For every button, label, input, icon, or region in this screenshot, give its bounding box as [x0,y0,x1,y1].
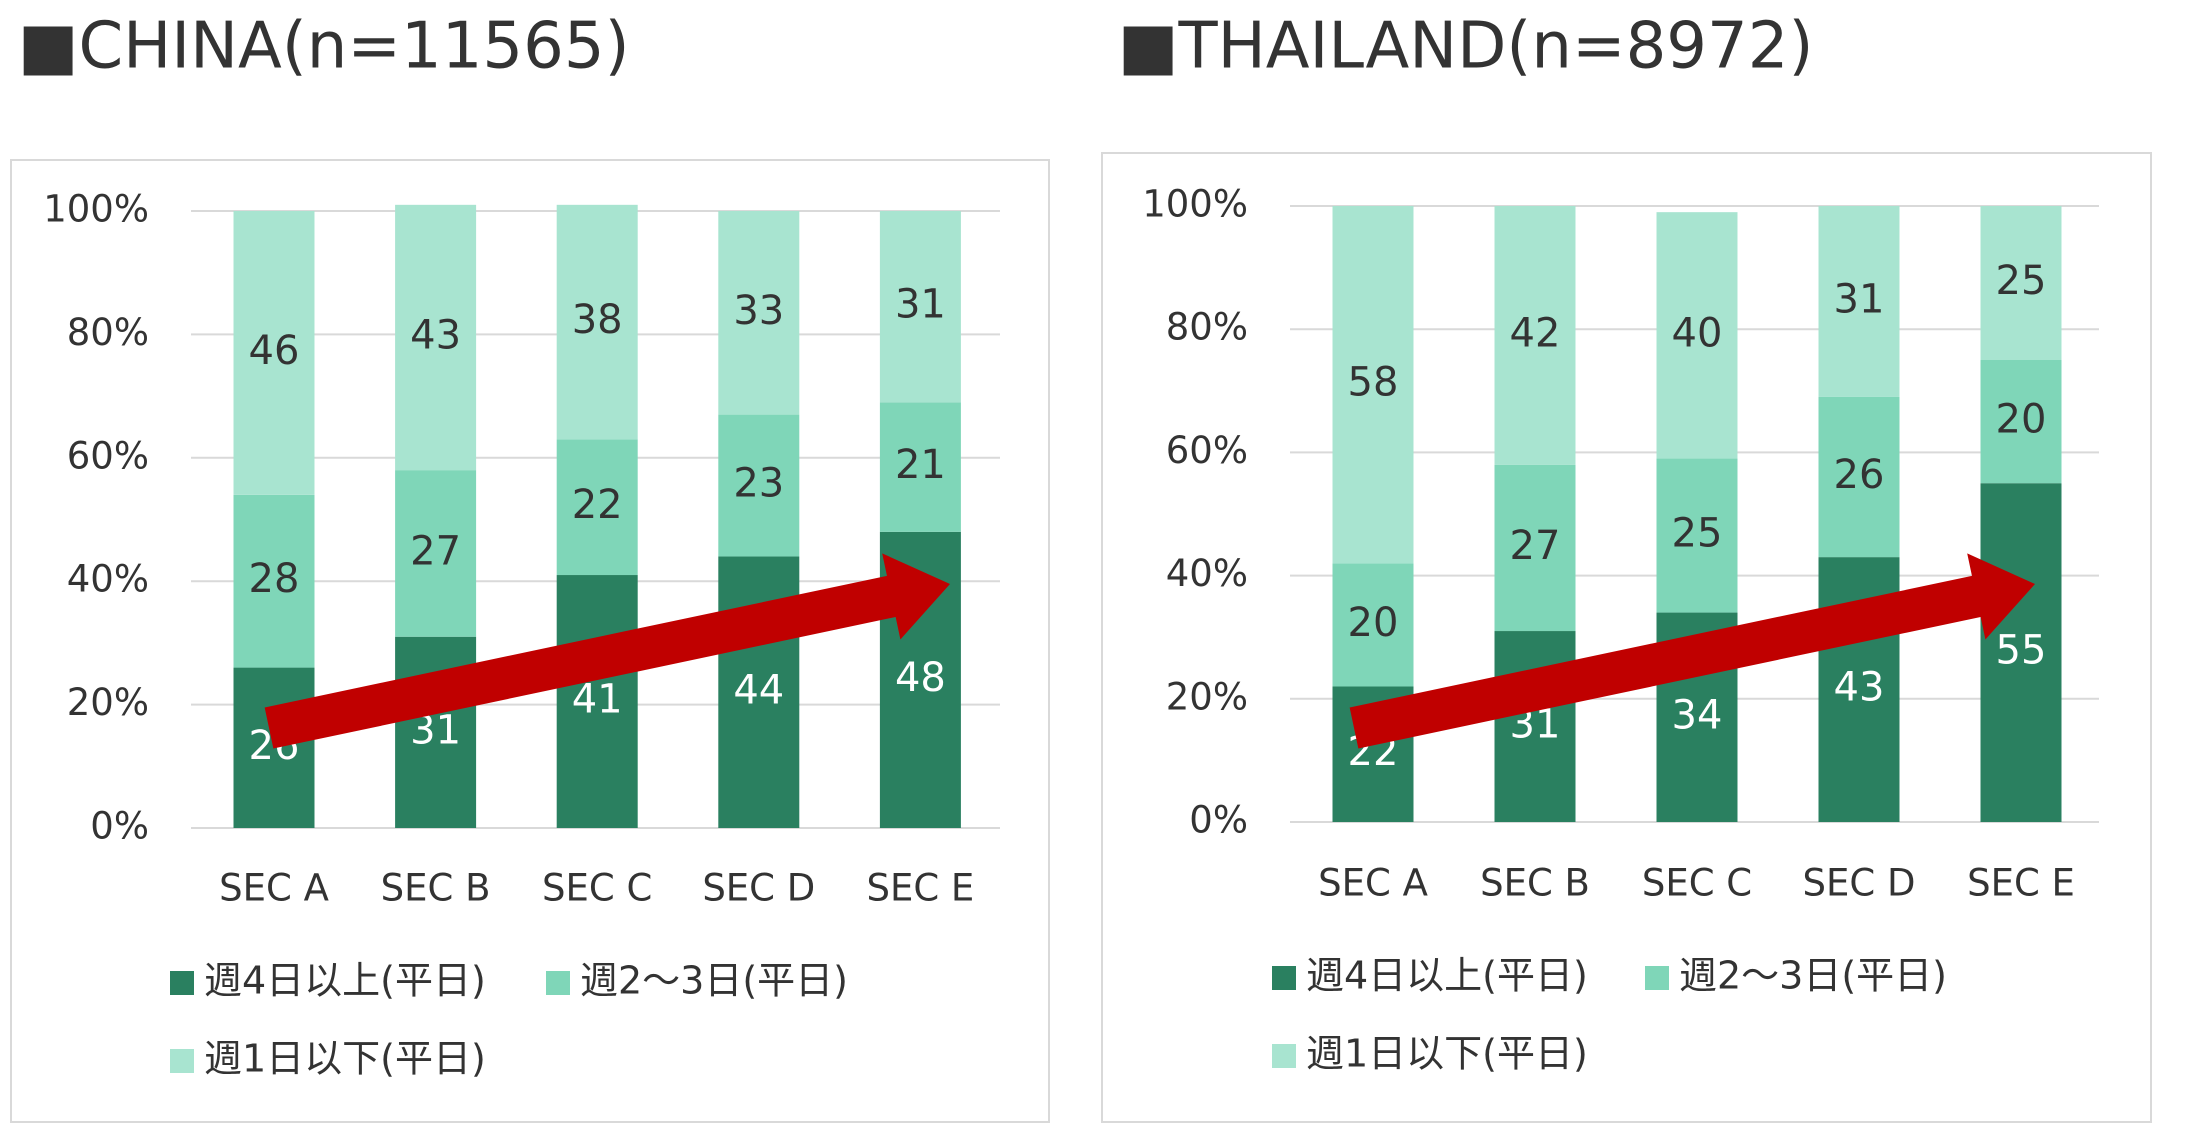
y-tick-label: 0% [90,805,149,848]
data-label: 33 [733,288,784,334]
bar-segment [718,211,800,415]
x-tick-label: SEC B [1480,862,1590,905]
x-tick-label: SEC C [542,867,652,910]
legend-label: 週4日以上(平日) [1306,954,1588,998]
y-tick-label: 60% [1166,429,1248,472]
bar-segment [556,575,638,828]
bar-segment [1494,464,1576,632]
legend-swatch [170,971,194,995]
bar-segment [1332,563,1414,687]
data-label: 58 [1348,360,1399,406]
data-label: 43 [410,312,461,358]
data-label: 21 [895,442,946,488]
legend-swatch [170,1049,194,1073]
data-label: 40 [1672,310,1723,356]
data-label: 28 [249,556,300,602]
chart-title: ■CHINA(n=11565) [18,10,630,84]
y-tick-label: 80% [67,311,149,354]
x-tick-label: SEC B [381,867,491,910]
legend-label: 週2～3日(平日) [1679,954,1947,998]
bar-segment [1818,396,1900,558]
y-tick-label: 80% [1166,306,1248,349]
data-label: 43 [1834,665,1885,711]
legend-swatch [1272,966,1296,990]
data-label: 55 [1996,628,2047,674]
bar-segment [1818,206,1900,397]
bar-segment [233,494,315,668]
y-tick-label: 100% [43,188,149,231]
data-label: 41 [572,677,623,723]
y-tick-label: 20% [1166,675,1248,718]
y-tick-label: 40% [1166,552,1248,595]
y-tick-label: 60% [67,434,149,477]
bar-segment [395,470,477,637]
bar-segment [879,402,961,532]
bar-segment [1656,458,1738,613]
bar-segment [233,211,315,495]
chart-panel [10,159,1050,1123]
data-label: 31 [895,282,946,328]
legend-label: 週1日以下(平日) [1306,1032,1588,1076]
data-label: 42 [1510,310,1561,356]
data-label: 23 [733,461,784,507]
bar-segment [395,204,477,471]
data-label: 27 [410,528,461,574]
y-tick-label: 20% [67,681,149,724]
bar-segment [1980,360,2062,484]
data-label: 31 [1834,276,1885,322]
trend-arrow [264,553,951,749]
y-tick-label: 100% [1142,183,1248,226]
data-label: 26 [1834,452,1885,498]
bar-segment [1980,206,2062,360]
legend-swatch [546,971,570,995]
legend-swatch [1272,1044,1296,1068]
chart-title: ■THAILAND(n=8972) [1118,10,1813,84]
bar-segment [879,211,961,403]
data-label: 34 [1672,692,1723,738]
x-tick-label: SEC E [1967,862,2075,905]
x-tick-label: SEC E [866,867,974,910]
data-label: 25 [1672,511,1723,557]
data-label: 38 [572,297,623,343]
data-label: 20 [1996,397,2047,443]
x-tick-label: SEC D [702,867,815,910]
legend-swatch [1645,966,1669,990]
data-label: 20 [1348,600,1399,646]
bar-segment [1332,206,1414,564]
bar-segment [556,439,638,576]
data-label: 27 [1510,523,1561,569]
bar-segment [718,414,800,557]
y-tick-label: 0% [1189,799,1248,842]
x-tick-label: SEC D [1803,862,1916,905]
bar-segment [556,204,638,440]
data-label: 46 [249,328,300,374]
bar-segment [1656,212,1738,459]
bar-segment [1494,206,1576,465]
x-tick-label: SEC C [1642,862,1752,905]
x-tick-label: SEC A [1318,862,1428,905]
legend-label: 週2～3日(平日) [580,959,848,1003]
chart-panel [1101,152,2152,1123]
trend-arrow [1349,553,2035,749]
data-label: 25 [1996,258,2047,304]
legend-label: 週1日以下(平日) [204,1037,486,1081]
bar-segment [1980,483,2062,822]
y-tick-label: 40% [67,558,149,601]
data-label: 44 [733,667,784,713]
x-tick-label: SEC A [219,867,329,910]
data-label: 22 [572,482,623,528]
data-label: 48 [895,655,946,701]
legend-label: 週4日以上(平日) [204,959,486,1003]
